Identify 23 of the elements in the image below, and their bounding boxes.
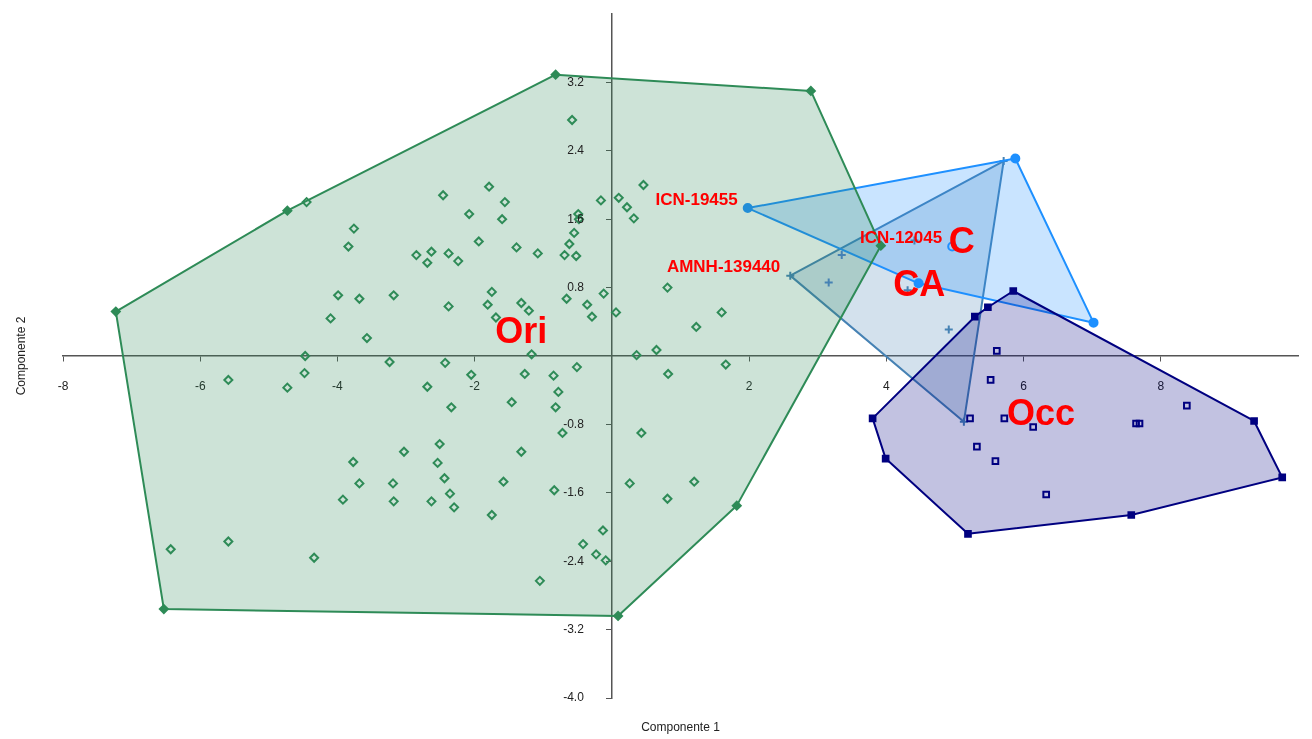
series-label: Ori bbox=[495, 309, 548, 351]
y-tick-label: 0.8 bbox=[567, 279, 585, 294]
y-tick-label: -4.0 bbox=[563, 690, 585, 705]
x-tick-label: -2 bbox=[469, 378, 481, 393]
annotation: ICN-19455 bbox=[655, 189, 738, 209]
x-tick-label: -8 bbox=[57, 378, 69, 393]
y-tick-label: -1.6 bbox=[563, 485, 585, 500]
x-tick-label: 8 bbox=[1157, 378, 1165, 393]
series-label: C bbox=[948, 220, 975, 262]
y-tick-label: -0.8 bbox=[563, 416, 585, 431]
y-tick-label: -2.4 bbox=[563, 553, 585, 568]
x-axis-title: Componente 1 bbox=[641, 720, 721, 735]
y-tick-label: 2.4 bbox=[567, 143, 585, 158]
y-axis-title: Componente 2 bbox=[14, 316, 29, 396]
x-tick-label: 2 bbox=[745, 378, 753, 393]
x-tick-label: 4 bbox=[882, 378, 890, 393]
x-tick-label: -4 bbox=[332, 378, 344, 393]
series-label: Occ bbox=[1007, 392, 1076, 434]
annotation: AMNH-139440 bbox=[666, 257, 781, 277]
x-tick-label: -6 bbox=[194, 378, 206, 393]
x-tick-label: 6 bbox=[1020, 378, 1028, 393]
y-tick-label: -3.2 bbox=[563, 621, 585, 636]
y-tick-label: 3.2 bbox=[567, 74, 585, 89]
